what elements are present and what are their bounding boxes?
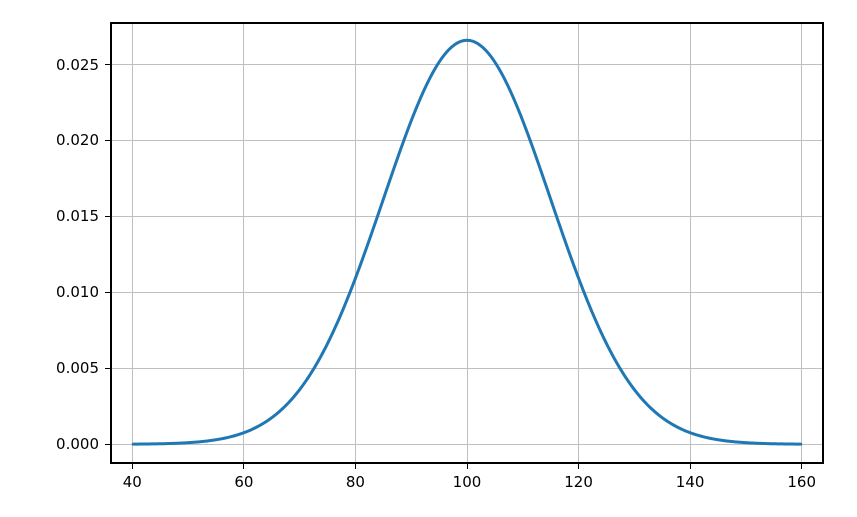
xtick-label: 120 — [564, 473, 593, 491]
gridline-y — [110, 140, 824, 141]
xtick — [467, 464, 468, 469]
xtick-label: 80 — [346, 473, 365, 491]
ytick — [105, 292, 110, 293]
xtick-label: 160 — [787, 473, 816, 491]
gridline-y — [110, 444, 824, 445]
ytick — [105, 216, 110, 217]
xtick — [243, 464, 244, 469]
xtick-label: 60 — [234, 473, 253, 491]
spine-top — [110, 22, 824, 24]
ytick — [105, 64, 110, 65]
xtick — [578, 464, 579, 469]
gridline-x — [243, 22, 244, 464]
ytick-label: 0.010 — [56, 283, 99, 301]
ytick-label: 0.015 — [56, 207, 99, 225]
gridline-x — [578, 22, 579, 464]
xtick-label: 100 — [453, 473, 482, 491]
gridline-x — [132, 22, 133, 464]
xtick — [132, 464, 133, 469]
xtick-label: 140 — [676, 473, 705, 491]
ytick-label: 0.005 — [56, 359, 99, 377]
gridline-y — [110, 64, 824, 65]
xtick — [690, 464, 691, 469]
gridline-y — [110, 216, 824, 217]
gridline-x — [801, 22, 802, 464]
ytick — [105, 368, 110, 369]
xtick — [801, 464, 802, 469]
gridline-x — [355, 22, 356, 464]
ytick-label: 0.020 — [56, 131, 99, 149]
ytick — [105, 444, 110, 445]
ytick-label: 0.000 — [56, 435, 99, 453]
gridline-x — [467, 22, 468, 464]
gridline-y — [110, 292, 824, 293]
figure: 40 60 80 100 120 140 160 0.000 0.005 0.010 0.015 0.… — [0, 0, 857, 517]
spine-right — [822, 22, 824, 464]
xtick — [355, 464, 356, 469]
ytick-label: 0.025 — [56, 56, 99, 74]
gridline-y — [110, 368, 824, 369]
gridline-x — [690, 22, 691, 464]
spine-left — [110, 22, 112, 464]
xtick-label: 40 — [123, 473, 142, 491]
ytick — [105, 140, 110, 141]
